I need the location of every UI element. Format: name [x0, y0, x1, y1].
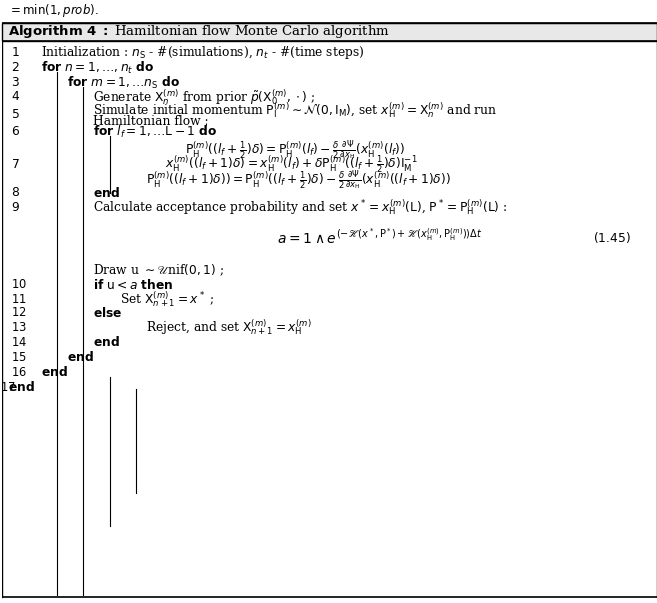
Text: $\mathbf{end}$: $\mathbf{end}$	[41, 365, 68, 379]
Text: $3$: $3$	[11, 76, 20, 89]
Text: $x_{\mathrm{H}}^{(m)}((l_f+1)\delta) = x_{\mathrm{H}}^{(m)}(l_f) + \delta\mathrm: $x_{\mathrm{H}}^{(m)}((l_f+1)\delta) = x…	[166, 154, 418, 175]
Text: Hamiltonian flow ;: Hamiltonian flow ;	[93, 115, 209, 128]
Text: $9$: $9$	[11, 201, 20, 214]
Text: $2$: $2$	[11, 61, 20, 74]
FancyBboxPatch shape	[1, 23, 657, 41]
Text: $\mathrm{P}_{\mathrm{H}}^{(m)}((l_f + \frac{1}{2})\delta) = \mathrm{P}_{\mathrm{: $\mathrm{P}_{\mathrm{H}}^{(m)}((l_f + \f…	[185, 140, 405, 162]
Text: Draw u $\sim \mathscr{U}$nif$(0, 1)$ ;: Draw u $\sim \mathscr{U}$nif$(0, 1)$ ;	[93, 262, 224, 277]
Text: $4$: $4$	[11, 90, 20, 103]
Text: $\mathbf{else}$: $\mathbf{else}$	[93, 306, 123, 320]
Text: Set $\mathrm{X}_{n+1}^{(m)} = x^*$ ;: Set $\mathrm{X}_{n+1}^{(m)} = x^*$ ;	[120, 290, 214, 309]
Text: $5$: $5$	[11, 108, 20, 121]
Text: $= \min(1, prob).$: $= \min(1, prob).$	[8, 2, 99, 19]
Text: $15$: $15$	[11, 351, 27, 364]
Text: Generate $\mathrm{X}_n^{(m)}$ from prior $\tilde{p}(\mathrm{X}_0^{(m)}, \cdot)$ : Generate $\mathrm{X}_n^{(m)}$ from prior…	[93, 87, 315, 107]
Text: $\mathbf{Algorithm\ 4}$ $\mathbf{:}$ Hamiltonian flow Monte Carlo algorithm: $\mathbf{Algorithm\ 4}$ $\mathbf{:}$ Ham…	[8, 24, 390, 40]
Text: $13$: $13$	[11, 321, 27, 334]
Text: Simulate initial momentum $\mathrm{P}_{\mathrm{I}}^{(m)} \sim \mathcal{N}(0, \ma: Simulate initial momentum $\mathrm{P}_{\…	[93, 101, 497, 120]
Text: Initialization : $n_{\mathrm{S}}$ - #(simulations), $n_t$ - #(time steps): Initialization : $n_{\mathrm{S}}$ - #(si…	[41, 44, 364, 62]
Text: Reject, and set $\mathrm{X}_{n+1}^{(m)} = x_{\mathrm{H}}^{(m)}$: Reject, and set $\mathrm{X}_{n+1}^{(m)} …	[146, 318, 311, 337]
Text: $1$: $1$	[11, 46, 20, 59]
Text: $\mathbf{for}$ $n = 1, \ldots, n_t$ $\mathbf{do}$: $\mathbf{for}$ $n = 1, \ldots, n_t$ $\ma…	[41, 60, 154, 76]
Text: $8$: $8$	[11, 186, 20, 199]
Text: $\mathbf{for}$ $m = 1, \ldots n_{\mathrm{S}}$ $\mathbf{do}$: $\mathbf{for}$ $m = 1, \ldots n_{\mathrm…	[67, 75, 180, 90]
Text: $\mathbf{end}$: $\mathbf{end}$	[8, 380, 35, 394]
Text: $\mathbf{end}$: $\mathbf{end}$	[93, 335, 120, 350]
Text: $6$: $6$	[11, 125, 20, 139]
Text: $7$: $7$	[11, 158, 20, 171]
Text: $14$: $14$	[11, 336, 28, 349]
Text: Calculate acceptance probability and set $x^* = x_{\mathrm{H}}^{(m)}(\mathrm{L}): Calculate acceptance probability and set…	[93, 198, 508, 217]
Text: $\mathbf{end}$: $\mathbf{end}$	[67, 350, 94, 364]
Text: $16$: $16$	[11, 365, 27, 379]
Text: $\mathbf{if}$ $\mathrm{u} < a$ $\mathbf{then}$: $\mathbf{if}$ $\mathrm{u} < a$ $\mathbf{…	[93, 278, 173, 292]
Text: $11$: $11$	[11, 293, 27, 306]
Text: $12$: $12$	[11, 306, 27, 319]
Text: $10$: $10$	[11, 278, 27, 291]
Text: $17$: $17$	[0, 380, 15, 394]
Text: $\mathrm{P}_{\mathrm{H}}^{(m)}((l_f+1)\delta)) = \mathrm{P}_{\mathrm{H}}^{(m)}((: $\mathrm{P}_{\mathrm{H}}^{(m)}((l_f+1)\d…	[146, 169, 451, 192]
Text: $a = 1 \wedge e^{(-\mathscr{H}(x^*,\mathrm{P}^*)+\mathscr{H}(x_{\mathrm{H}}^{(m): $a = 1 \wedge e^{(-\mathscr{H}(x^*,\math…	[277, 227, 482, 247]
Text: $(1.45)$: $(1.45)$	[593, 230, 631, 245]
Text: $\mathbf{for}$ $l_f = 1, \ldots\mathrm{L} - 1$ $\mathbf{do}$: $\mathbf{for}$ $l_f = 1, \ldots\mathrm{L…	[93, 124, 217, 140]
Text: $\mathbf{end}$: $\mathbf{end}$	[93, 186, 120, 200]
